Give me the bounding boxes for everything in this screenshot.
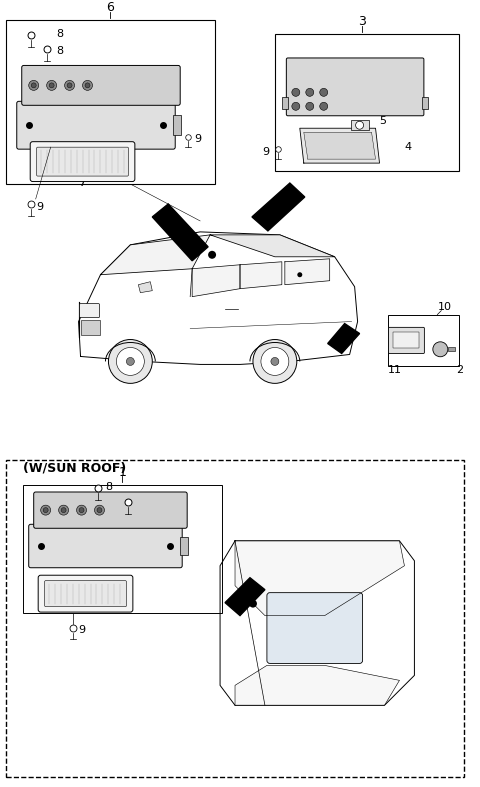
Circle shape	[61, 508, 66, 512]
Circle shape	[59, 505, 69, 515]
Circle shape	[85, 83, 90, 88]
Bar	[422, 98, 428, 109]
Polygon shape	[304, 132, 375, 159]
Bar	[6, 20, 215, 184]
Polygon shape	[192, 264, 240, 297]
Bar	[81, 320, 100, 334]
FancyBboxPatch shape	[45, 581, 126, 607]
Polygon shape	[225, 578, 265, 615]
Polygon shape	[328, 323, 360, 353]
Text: 2: 2	[456, 365, 463, 375]
FancyBboxPatch shape	[388, 327, 424, 353]
Bar	[173, 115, 181, 135]
Text: 3: 3	[358, 15, 366, 28]
Circle shape	[41, 505, 50, 515]
FancyBboxPatch shape	[17, 102, 175, 150]
Bar	[275, 34, 459, 171]
FancyBboxPatch shape	[22, 65, 180, 105]
FancyBboxPatch shape	[29, 524, 182, 567]
Bar	[387, 315, 459, 367]
Circle shape	[306, 88, 314, 96]
Bar	[350, 120, 369, 130]
Text: 1: 1	[119, 466, 126, 478]
Polygon shape	[79, 232, 358, 364]
Circle shape	[29, 80, 39, 91]
Polygon shape	[100, 235, 210, 275]
Circle shape	[31, 83, 36, 88]
Circle shape	[297, 272, 302, 277]
Polygon shape	[235, 541, 405, 615]
FancyBboxPatch shape	[36, 147, 128, 176]
Text: 4: 4	[405, 142, 411, 152]
Circle shape	[433, 342, 448, 357]
Circle shape	[108, 339, 152, 383]
Circle shape	[76, 505, 86, 515]
Circle shape	[320, 88, 328, 96]
Bar	[6, 460, 464, 777]
Circle shape	[67, 83, 72, 88]
Circle shape	[117, 348, 144, 375]
Circle shape	[292, 102, 300, 110]
Text: 9: 9	[36, 202, 44, 212]
Text: 8: 8	[57, 28, 64, 39]
Text: 9: 9	[262, 147, 269, 157]
Text: 8: 8	[106, 482, 113, 492]
Circle shape	[271, 357, 279, 365]
Text: (W/SUN ROOF): (W/SUN ROOF)	[23, 462, 126, 475]
Circle shape	[83, 80, 93, 91]
Circle shape	[43, 508, 48, 512]
Polygon shape	[235, 666, 399, 705]
Bar	[394, 332, 420, 349]
Polygon shape	[285, 259, 330, 285]
Circle shape	[356, 121, 363, 129]
Circle shape	[97, 508, 102, 512]
FancyBboxPatch shape	[287, 58, 424, 116]
Text: 9: 9	[194, 135, 201, 144]
FancyBboxPatch shape	[38, 575, 133, 612]
Polygon shape	[138, 282, 152, 293]
Polygon shape	[152, 204, 208, 260]
Polygon shape	[300, 128, 380, 163]
Text: 5: 5	[380, 116, 386, 126]
Circle shape	[49, 83, 54, 88]
Circle shape	[126, 357, 134, 365]
Polygon shape	[220, 541, 414, 705]
Circle shape	[208, 251, 216, 259]
Text: 10: 10	[437, 301, 451, 312]
Circle shape	[253, 339, 297, 383]
FancyBboxPatch shape	[80, 304, 99, 318]
Text: 8: 8	[135, 496, 143, 506]
Circle shape	[292, 88, 300, 96]
Circle shape	[47, 80, 57, 91]
Polygon shape	[252, 183, 305, 231]
Circle shape	[261, 348, 289, 375]
Bar	[180, 537, 188, 555]
Text: 7: 7	[79, 176, 86, 189]
Polygon shape	[210, 235, 335, 257]
Bar	[282, 98, 288, 109]
Circle shape	[95, 505, 105, 515]
Text: 11: 11	[387, 365, 401, 375]
Circle shape	[306, 102, 314, 110]
Bar	[448, 347, 455, 351]
Polygon shape	[240, 262, 282, 289]
Circle shape	[320, 102, 328, 110]
Text: 9: 9	[79, 625, 85, 634]
Text: 6: 6	[107, 1, 114, 14]
Text: 8: 8	[57, 46, 64, 57]
Bar	[23, 485, 222, 612]
Circle shape	[79, 508, 84, 512]
FancyBboxPatch shape	[30, 142, 135, 182]
Circle shape	[65, 80, 74, 91]
Circle shape	[249, 600, 257, 608]
FancyBboxPatch shape	[34, 492, 187, 528]
FancyBboxPatch shape	[267, 593, 362, 663]
